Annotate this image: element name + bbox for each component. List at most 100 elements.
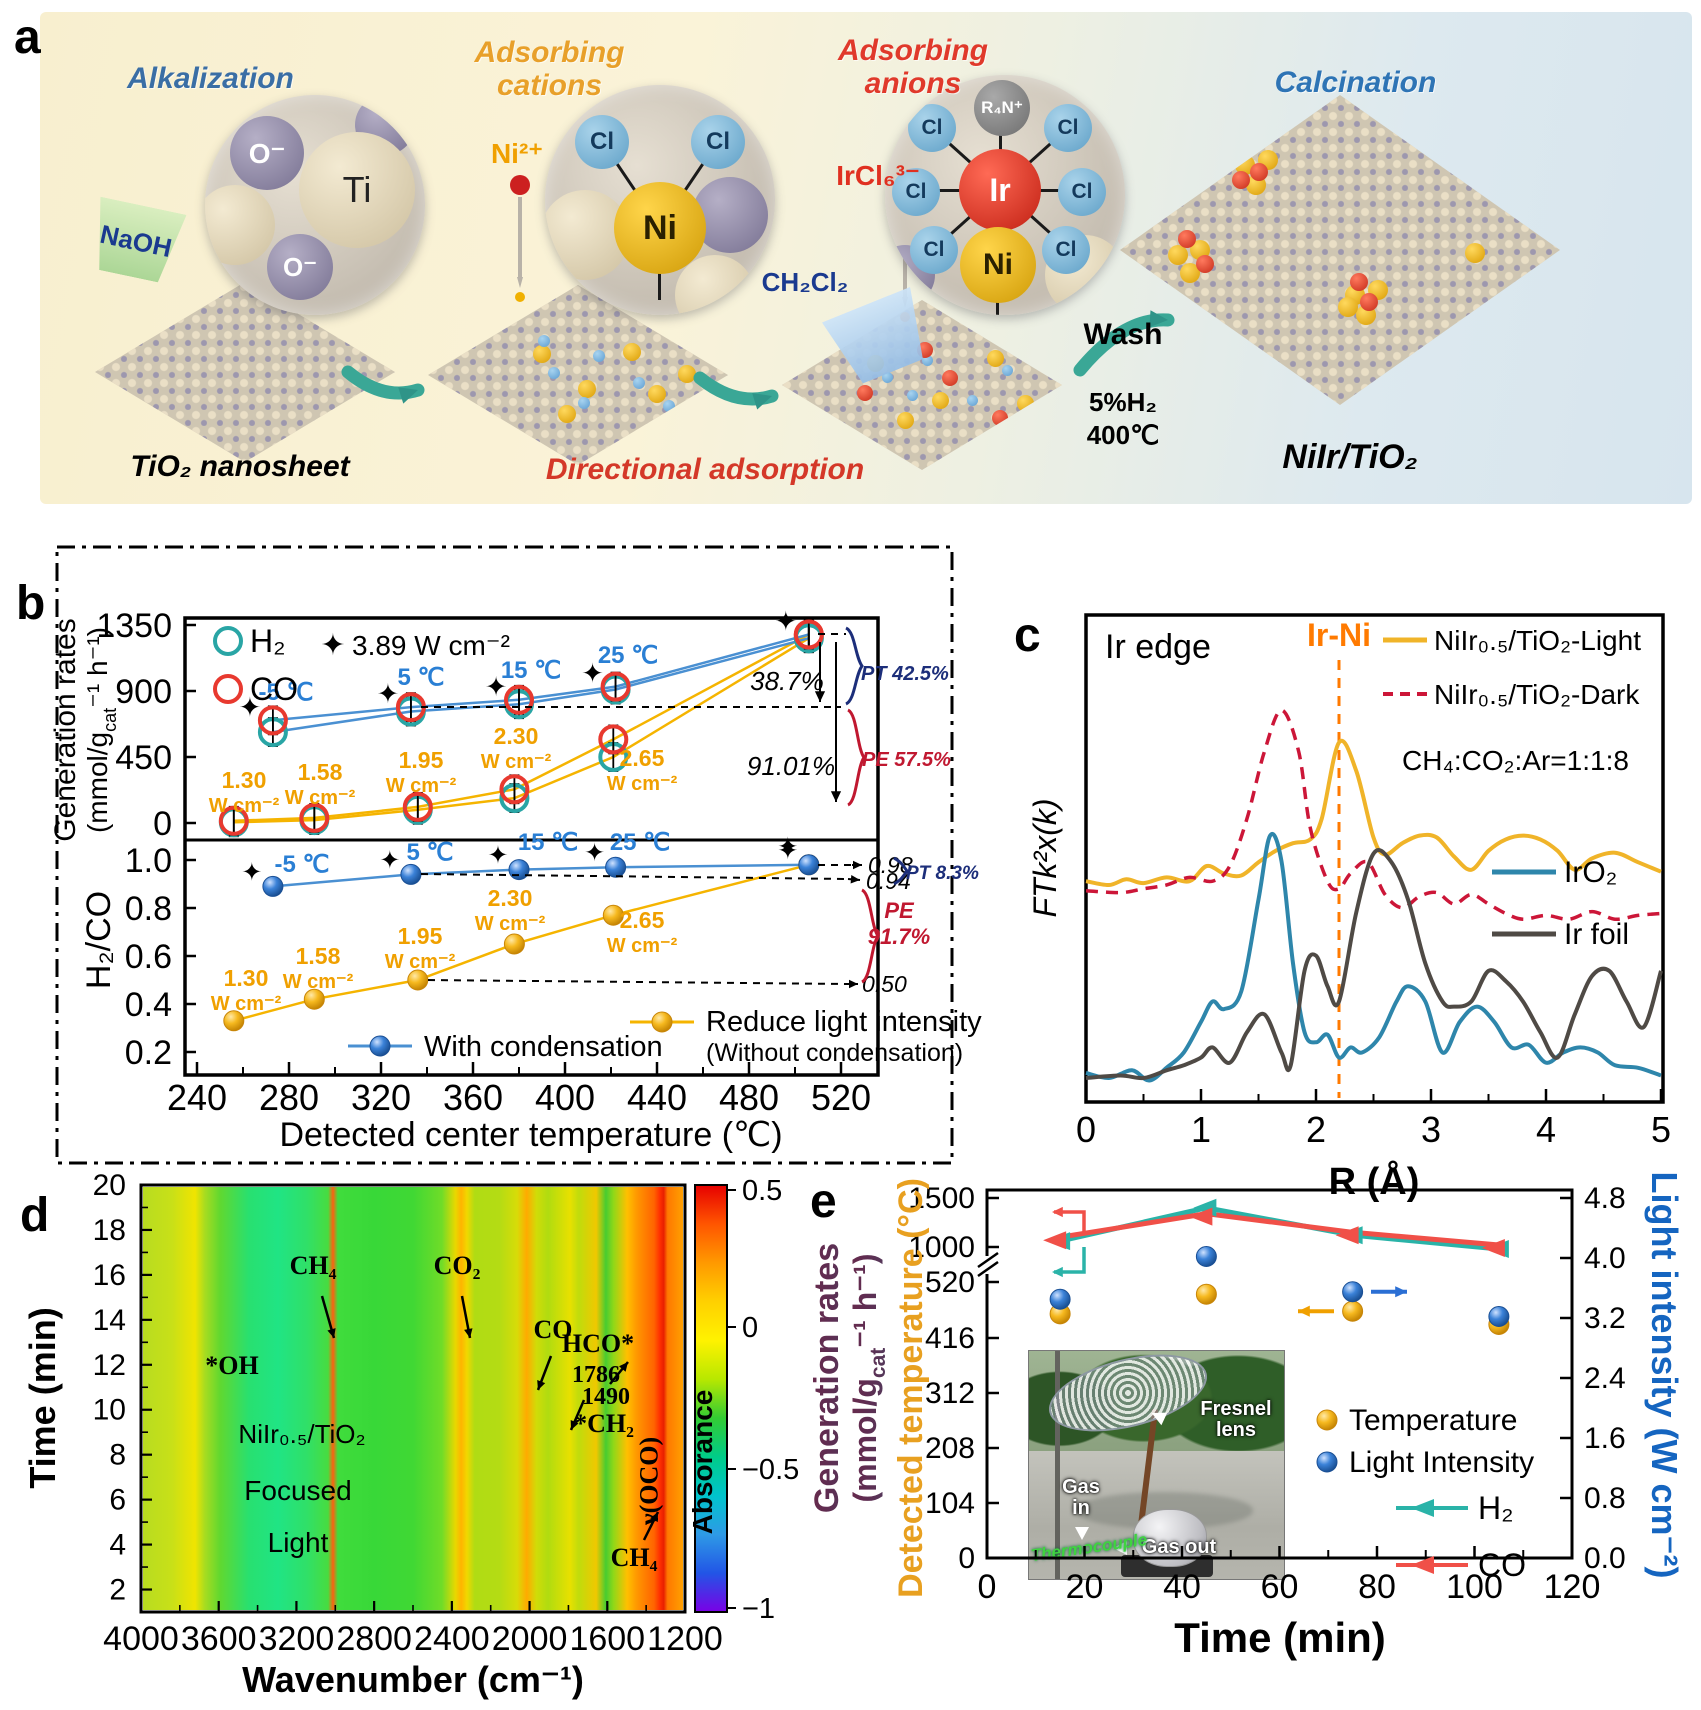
svg-text:1.6: 1.6 (1584, 1422, 1626, 1455)
fresnel-lens-label: Fresnel lens (1200, 1398, 1272, 1441)
svg-text:3: 3 (1421, 1109, 1441, 1150)
naoh-label: NaOH (97, 218, 175, 263)
svg-text:14: 14 (93, 1304, 126, 1337)
svg-text:440: 440 (627, 1077, 687, 1118)
c-xaxis-title: R (Å) (1329, 1159, 1420, 1203)
svg-text:4: 4 (1536, 1109, 1556, 1150)
svg-text:104: 104 (925, 1487, 975, 1520)
svg-text:100: 100 (1446, 1568, 1503, 1606)
sphere-ni: Ni (960, 227, 1036, 303)
c-gas-ratio: CH₄:CO₂:Ar=1:1:8 (1402, 745, 1629, 776)
svg-text:12: 12 (93, 1349, 126, 1382)
svg-text:450: 450 (115, 739, 172, 777)
absorbance-colorbar (695, 1185, 727, 1612)
svg-text:NiIr₀.₅/TiO₂-Light: NiIr₀.₅/TiO₂-Light (1434, 625, 1641, 656)
svg-text:W cm⁻²: W cm⁻² (481, 751, 552, 773)
ni-cation-label: Ni²⁺ (490, 138, 544, 169)
d-yaxis-title: Time (min) (22, 1307, 63, 1488)
svg-text:280: 280 (259, 1077, 319, 1118)
c-irni-label: Ir-Ni (1307, 617, 1371, 653)
svg-text:15 ℃: 15 ℃ (501, 657, 561, 684)
b-xaxis-title: Detected center temperature (℃) (279, 1116, 782, 1154)
svg-text:0: 0 (742, 1312, 758, 1344)
svg-text:120: 120 (1544, 1568, 1601, 1606)
panel-label-d: d (20, 1189, 50, 1242)
heatmap-label-light: Light (267, 1527, 329, 1558)
heatmap-label-focused: Focused (244, 1475, 352, 1506)
sphere-cl: Cl (575, 115, 629, 169)
svg-text:0.0: 0.0 (1584, 1542, 1626, 1575)
sphere-cl: Cl (1042, 226, 1090, 274)
svg-text:-5 ℃: -5 ℃ (259, 679, 314, 706)
directional-adsorption-label: Directional adsorption (545, 453, 865, 486)
svg-text:✦: ✦ (241, 858, 262, 886)
sphere-o-minus: O⁻ (267, 234, 333, 300)
svg-text:(Without condensation): (Without condensation) (706, 1039, 963, 1067)
inset-alkalized-surface: O⁻ Ti O⁻ (205, 95, 425, 315)
tio2-nanosheet-label: TiO₂ nanosheet (130, 450, 350, 483)
svg-text:H₂: H₂ (1478, 1490, 1514, 1526)
svg-text:91.7%: 91.7% (868, 924, 930, 949)
svg-text:PT 42.5%: PT 42.5% (861, 663, 949, 685)
svg-text:5 ℃: 5 ℃ (398, 664, 445, 691)
sphere-decor (675, 255, 755, 315)
svg-text:520: 520 (811, 1077, 871, 1118)
svg-text:0.2: 0.2 (125, 1034, 172, 1072)
svg-text:1.58: 1.58 (298, 759, 343, 785)
svg-text:0.6: 0.6 (125, 938, 172, 976)
panel-label-c: c (1014, 609, 1041, 662)
svg-text:0: 0 (1076, 1109, 1096, 1150)
svg-text:2400: 2400 (414, 1620, 490, 1658)
temp-label: 400℃ (1086, 420, 1160, 450)
svg-text:3.89 W cm⁻²: 3.89 W cm⁻² (352, 630, 510, 661)
b-yaxis-title-1: Generation rates (49, 618, 82, 841)
svg-text:240: 240 (167, 1077, 227, 1118)
sphere-cl: Cl (1044, 104, 1092, 152)
svg-text:W cm⁻²: W cm⁻² (386, 775, 457, 797)
sphere-cl: Cl (908, 104, 956, 152)
h2-label: 5%H₂ (1089, 387, 1157, 417)
svg-text:18: 18 (93, 1214, 126, 1247)
svg-text:2: 2 (1306, 1109, 1326, 1150)
heatmap-label-oh: *OH (205, 1351, 259, 1380)
svg-text:✦: ✦ (584, 839, 605, 867)
svg-text:1.30: 1.30 (224, 965, 269, 991)
bond (658, 272, 661, 300)
b-yaxis-title-2: (mmol/gcat⁻¹ h⁻¹) (82, 627, 120, 833)
heatmap-label-ch2: *CH₂ (574, 1409, 634, 1438)
c-title: Ir edge (1105, 628, 1211, 666)
svg-text:✦: ✦ (774, 607, 797, 637)
svg-text:0: 0 (978, 1568, 997, 1606)
outdoor-setup-photo: Fresnel lens Gas in Gas out Thermocouple (1028, 1350, 1285, 1580)
svg-text:900: 900 (115, 673, 172, 711)
svg-text:−0.5: −0.5 (742, 1454, 799, 1486)
svg-text:W cm⁻²: W cm⁻² (285, 787, 356, 809)
svg-text:W cm⁻²: W cm⁻² (385, 951, 456, 973)
bond (1002, 189, 1080, 192)
svg-text:1.58: 1.58 (296, 943, 341, 969)
svg-text:4000: 4000 (103, 1620, 179, 1658)
svg-text:1200: 1200 (647, 1620, 723, 1658)
svg-text:360: 360 (443, 1077, 503, 1118)
svg-text:H₂: H₂ (250, 623, 286, 659)
sphere-ni: Ni (614, 182, 706, 274)
inset-ircl6-adsorbed: R₄N⁺ Ir Ni Cl Cl Cl Cl Cl Cl (885, 75, 1125, 315)
panel-label-a: a (14, 11, 41, 64)
svg-text:✦: ✦ (777, 833, 798, 861)
svg-text:PE 57.5%: PE 57.5% (862, 749, 951, 771)
svg-text:20: 20 (93, 1169, 126, 1202)
svg-text:IrO₂: IrO₂ (1564, 856, 1617, 889)
svg-text:0.8: 0.8 (1584, 1482, 1626, 1515)
svg-text:4.0: 4.0 (1584, 1242, 1626, 1275)
svg-text:✦: ✦ (777, 837, 798, 865)
svg-text:2: 2 (109, 1574, 126, 1607)
svg-text:W cm⁻²: W cm⁻² (607, 935, 678, 957)
svg-text:✦: ✦ (379, 846, 400, 874)
svg-text:Light Intensity: Light Intensity (1349, 1446, 1534, 1479)
svg-text:Ir foil: Ir foil (1564, 918, 1629, 951)
svg-text:0: 0 (153, 805, 172, 843)
sphere-cl: Cl (1058, 168, 1106, 216)
svg-text:1350: 1350 (96, 607, 172, 645)
svg-text:400: 400 (535, 1077, 595, 1118)
